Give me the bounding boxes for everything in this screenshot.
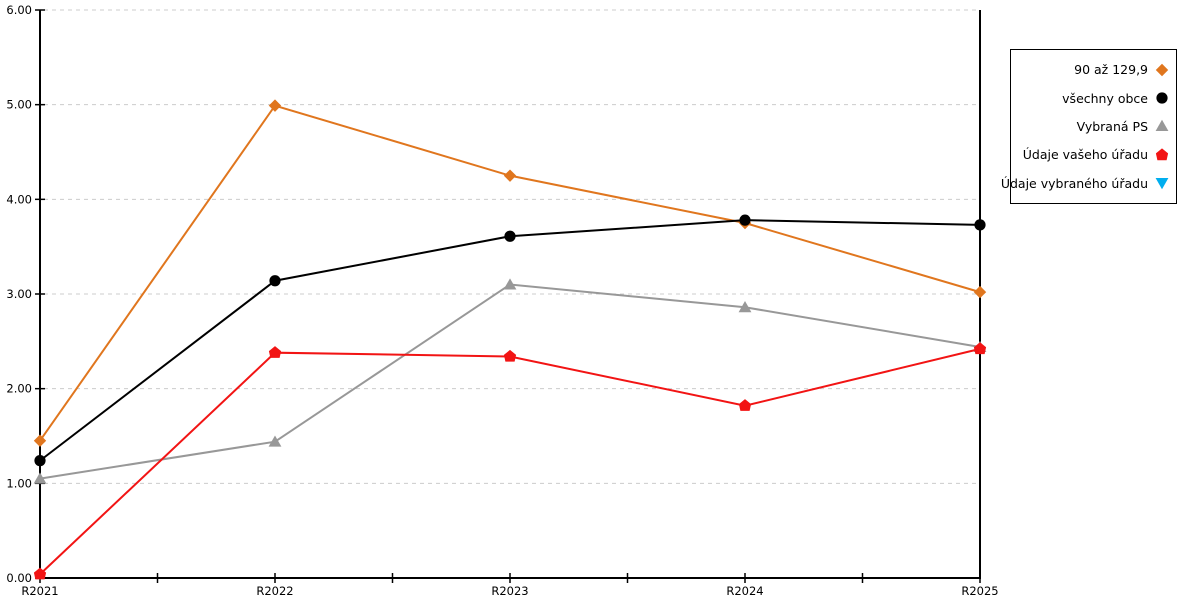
triangle-up-marker <box>503 278 517 290</box>
pentagon-marker <box>268 346 282 358</box>
pentagon-marker <box>738 399 752 411</box>
legend-triangle-down-icon <box>1155 176 1169 190</box>
legend-diamond-icon <box>1155 63 1169 77</box>
diamond-marker <box>1155 63 1169 76</box>
legend-label: Vybraná PS <box>1076 118 1148 134</box>
series-1 <box>34 214 986 467</box>
diamond-marker <box>973 285 987 299</box>
circle-marker <box>974 219 986 231</box>
pentagon-marker <box>973 342 987 355</box>
y-tick-label: 1.00 <box>6 476 32 490</box>
y-tick-label: 3.00 <box>6 287 32 301</box>
legend-item-vybrana-ps: Vybraná PS <box>1016 112 1169 140</box>
legend-item-90-az-129: 90 až 129,9 <box>1016 56 1169 84</box>
legend-marker-glyph <box>1156 92 1168 104</box>
series-line <box>39 104 981 442</box>
x-tick-label: R2022 <box>256 584 293 598</box>
series-line <box>39 219 981 462</box>
legend-item-vsechny-obce: všechny obce <box>1016 84 1169 112</box>
triangle-up-marker <box>738 301 752 313</box>
legend-pentagon-icon <box>1155 148 1169 162</box>
circle-marker <box>34 455 46 467</box>
legend-triangle-up-icon <box>1155 119 1169 133</box>
pentagon-marker <box>33 567 47 580</box>
triangle-up-marker <box>33 472 47 484</box>
legend-label: Údaje vašeho úřadu <box>1022 147 1148 163</box>
legend-item-udaje-vaseho-uradu: Údaje vašeho úřadu <box>1016 141 1169 169</box>
triangle-up-marker <box>268 435 282 447</box>
legend-marker-glyph <box>1155 178 1169 190</box>
diamond-marker <box>268 99 282 112</box>
legend-marker-glyph <box>1155 148 1169 161</box>
legend-marker-glyph <box>1155 120 1169 132</box>
y-tick-label: 4.00 <box>6 192 32 206</box>
pentagon-marker <box>503 349 517 362</box>
circle-marker <box>1156 92 1168 104</box>
x-tick-label: R2021 <box>21 584 58 598</box>
diamond-marker <box>33 434 47 447</box>
y-tick-label: 5.00 <box>6 98 32 112</box>
pentagon-marker <box>1155 148 1169 161</box>
chart-legend: 90 až 129,9 všechny obce Vybraná PS Údaj… <box>1001 49 1177 204</box>
y-tick-label: 2.00 <box>6 382 32 396</box>
series-line <box>39 283 981 480</box>
legend-marker-glyph <box>1155 63 1169 76</box>
x-tick-label: R2024 <box>726 584 763 598</box>
series-line <box>39 347 981 575</box>
series-3 <box>33 342 987 580</box>
circle-marker <box>504 230 516 242</box>
y-tick-label: 6.00 <box>6 3 32 17</box>
diamond-marker <box>503 169 517 182</box>
triangle-up-marker <box>1155 120 1169 132</box>
legend-label: Údaje vybraného úřadu <box>1000 175 1148 191</box>
x-tick-label: R2023 <box>491 584 528 598</box>
circle-marker <box>269 275 281 287</box>
x-tick-label: R2025 <box>961 584 998 598</box>
triangle-down-marker <box>1155 178 1169 190</box>
legend-circle-icon <box>1155 91 1169 105</box>
circle-marker <box>739 214 751 226</box>
legend-label: všechny obce <box>1062 90 1148 106</box>
legend-item-udaje-vybraneho-uradu: Údaje vybraného úřadu <box>1001 169 1169 197</box>
legend-label: 90 až 129,9 <box>1074 62 1148 78</box>
y-tick-label: 0.00 <box>6 571 32 585</box>
series-0 <box>33 99 987 447</box>
